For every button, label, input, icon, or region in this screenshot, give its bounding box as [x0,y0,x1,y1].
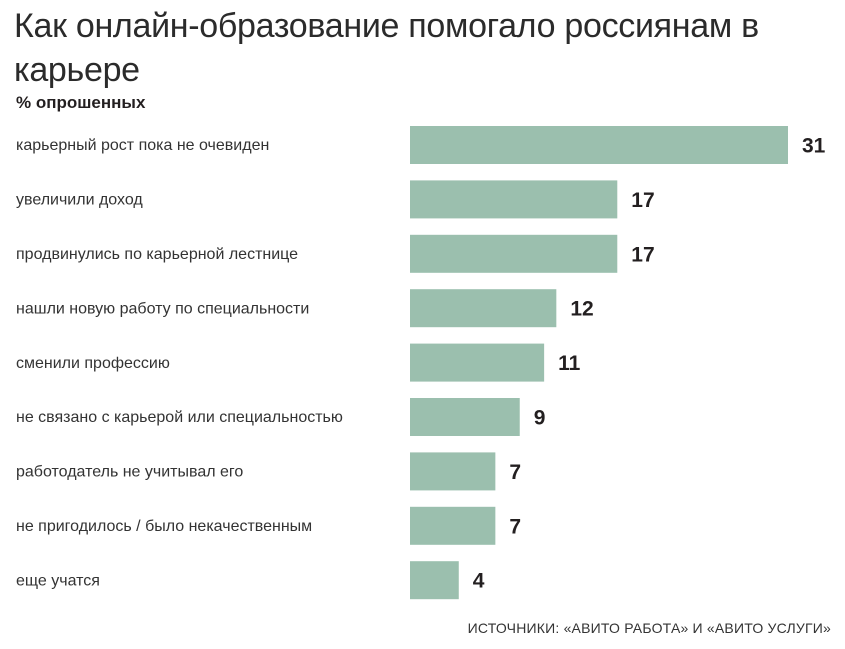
value-label: 17 [631,189,654,212]
bar [410,126,788,164]
value-label: 4 [473,570,485,593]
value-label: 9 [534,407,546,430]
value-label: 17 [631,243,654,266]
value-label: 31 [802,135,826,158]
category-label: продвинулись по карьерной лестнице [16,246,298,263]
category-label: увеличили доход [16,192,143,209]
bar [410,398,520,436]
value-label: 7 [509,461,521,484]
bar [410,289,557,328]
category-label: не связано с карьерой или специальностью [16,409,343,426]
chart-title: Как онлайн-образование помогало россияна… [14,7,759,89]
source-note: ИСТОЧНИКИ: «АВИТО РАБОТА» И «АВИТО УСЛУГ… [467,620,831,636]
bar [410,452,496,491]
category-label: еще учатся [16,572,100,589]
category-label: не пригодилось / было некачественным [16,518,312,535]
category-label: сменили профессию [16,355,170,372]
value-label: 7 [509,515,521,538]
value-label: 11 [558,352,581,375]
bar [410,561,459,600]
category-label: карьерный рост пока не очевиден [16,137,269,154]
category-label: работодатель не учитывал его [16,464,243,481]
value-label: 12 [570,298,593,321]
bar [410,343,545,382]
bar [410,180,618,219]
bar [410,506,496,545]
category-label: нашли новую работу по специальности [16,300,309,317]
chart-subtitle: % опрошенных [16,93,146,112]
bar [410,234,618,273]
